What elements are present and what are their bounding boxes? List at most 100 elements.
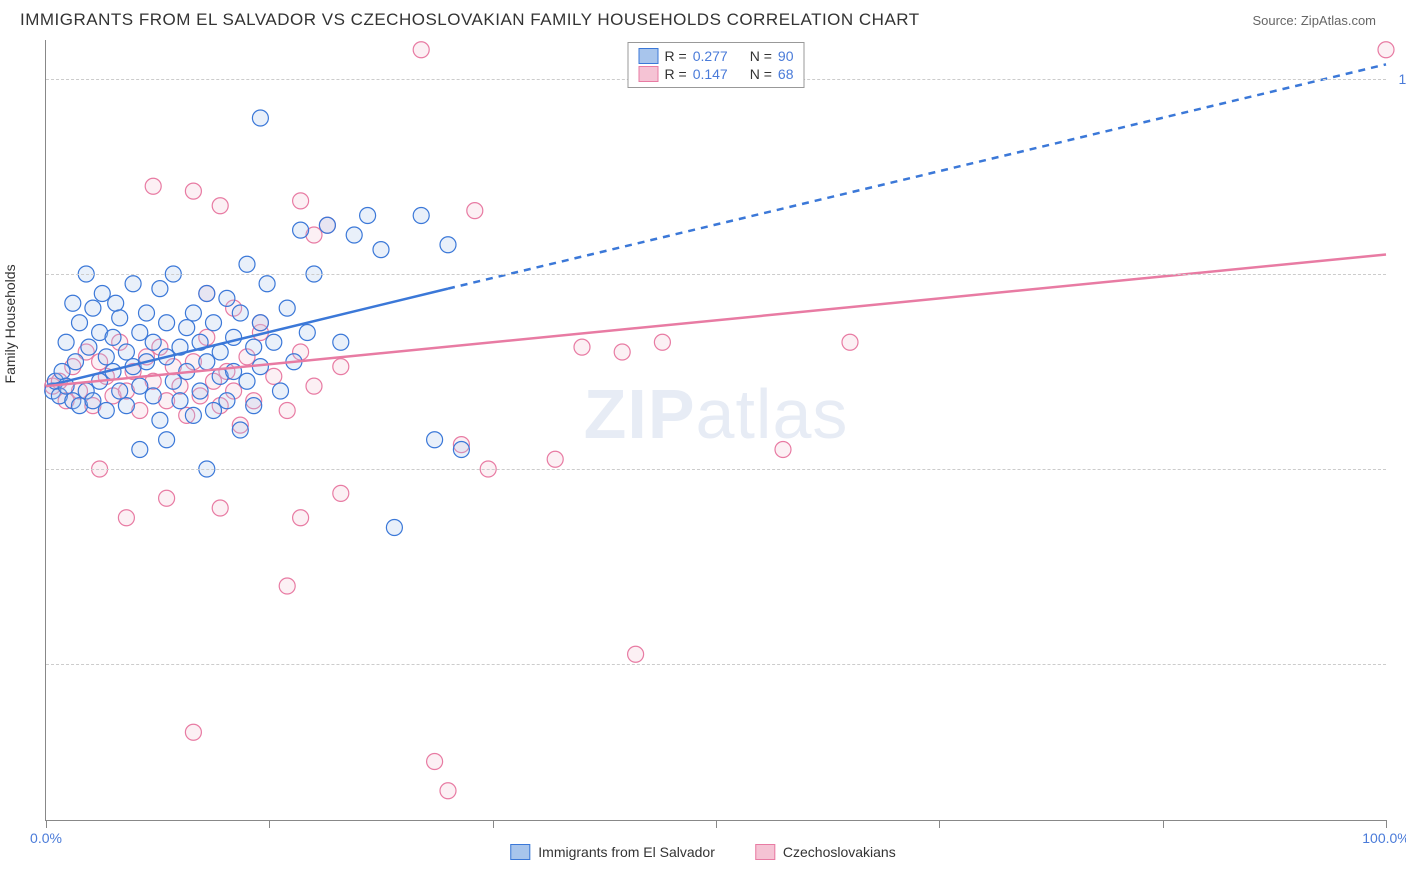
scatter-point — [139, 305, 155, 321]
legend-label: Immigrants from El Salvador — [538, 844, 715, 860]
scatter-point — [165, 373, 181, 389]
scatter-point — [413, 42, 429, 58]
scatter-point — [246, 339, 262, 355]
scatter-point — [108, 295, 124, 311]
scatter-point — [427, 432, 443, 448]
scatter-point — [159, 490, 175, 506]
scatter-point — [118, 398, 134, 414]
scatter-point — [132, 325, 148, 341]
scatter-point — [206, 403, 222, 419]
scatter-point — [206, 315, 222, 331]
scatter-point — [232, 305, 248, 321]
xtick — [716, 820, 717, 828]
xtick — [46, 820, 47, 828]
scatter-point — [199, 286, 215, 302]
scatter-point — [152, 281, 168, 297]
scatter-point — [81, 339, 97, 355]
scatter-point — [346, 227, 362, 243]
y-axis-label: Family Households — [2, 264, 18, 383]
scatter-point — [574, 339, 590, 355]
scatter-point — [172, 393, 188, 409]
scatter-point — [614, 344, 630, 360]
scatter-point — [440, 237, 456, 253]
legend-bottom-item-2: Czechoslovakians — [755, 844, 896, 860]
scatter-point — [58, 334, 74, 350]
gridline — [46, 664, 1386, 665]
scatter-point — [333, 334, 349, 350]
scatter-point — [212, 500, 228, 516]
scatter-point — [333, 359, 349, 375]
scatter-point — [98, 403, 114, 419]
legend-bottom-item-1: Immigrants from El Salvador — [510, 844, 715, 860]
legend-swatch-blue — [639, 48, 659, 64]
scatter-point — [266, 334, 282, 350]
scatter-point — [239, 373, 255, 389]
scatter-point — [440, 783, 456, 799]
chart-container: Family Households ZIPatlas R = 0.277 N =… — [0, 35, 1406, 865]
legend-top: R = 0.277 N = 90 R = 0.147 N = 68 — [628, 42, 805, 88]
scatter-point — [159, 432, 175, 448]
scatter-point — [333, 485, 349, 501]
scatter-point — [775, 442, 791, 458]
scatter-point — [319, 217, 335, 233]
n-value: 68 — [778, 66, 794, 82]
scatter-point — [145, 388, 161, 404]
scatter-point — [199, 354, 215, 370]
scatter-point — [219, 290, 235, 306]
scatter-point — [145, 334, 161, 350]
plot-svg — [46, 40, 1386, 820]
scatter-point — [427, 754, 443, 770]
scatter-point — [279, 300, 295, 316]
scatter-point — [145, 178, 161, 194]
scatter-point — [185, 183, 201, 199]
scatter-point — [67, 354, 83, 370]
scatter-point — [654, 334, 670, 350]
scatter-point — [72, 315, 88, 331]
legend-label: Czechoslovakians — [783, 844, 896, 860]
xtick — [939, 820, 940, 828]
scatter-point — [54, 364, 70, 380]
xtick — [269, 820, 270, 828]
legend-swatch-pink — [755, 844, 775, 860]
scatter-point — [112, 383, 128, 399]
legend-swatch-pink — [639, 66, 659, 82]
r-value: 0.277 — [693, 48, 728, 64]
n-value: 90 — [778, 48, 794, 64]
scatter-point — [65, 295, 81, 311]
xtick — [493, 820, 494, 828]
scatter-point — [85, 393, 101, 409]
ytick-label: 100.0% — [1399, 71, 1406, 87]
scatter-point — [232, 422, 248, 438]
header: IMMIGRANTS FROM EL SALVADOR VS CZECHOSLO… — [0, 0, 1406, 35]
legend-row-1: R = 0.277 N = 90 — [639, 47, 794, 65]
gridline — [46, 469, 1386, 470]
xtick — [1163, 820, 1164, 828]
source-label: Source: ZipAtlas.com — [1252, 13, 1376, 28]
gridline — [46, 274, 1386, 275]
scatter-point — [132, 378, 148, 394]
scatter-point — [266, 368, 282, 384]
scatter-point — [192, 383, 208, 399]
n-label: N = — [750, 48, 772, 64]
scatter-point — [273, 383, 289, 399]
scatter-point — [259, 276, 275, 292]
scatter-point — [547, 451, 563, 467]
scatter-point — [373, 242, 389, 258]
scatter-point — [179, 320, 195, 336]
chart-title: IMMIGRANTS FROM EL SALVADOR VS CZECHOSLO… — [20, 10, 920, 30]
scatter-point — [152, 412, 168, 428]
scatter-point — [185, 407, 201, 423]
n-label: N = — [750, 66, 772, 82]
xtick-label: 0.0% — [30, 830, 62, 846]
trend-line-dashed — [448, 64, 1386, 288]
scatter-point — [279, 403, 295, 419]
scatter-point — [306, 378, 322, 394]
scatter-point — [413, 208, 429, 224]
scatter-point — [842, 334, 858, 350]
scatter-point — [185, 724, 201, 740]
scatter-point — [453, 442, 469, 458]
scatter-point — [132, 442, 148, 458]
scatter-point — [467, 203, 483, 219]
scatter-point — [118, 344, 134, 360]
r-label: R = — [665, 66, 687, 82]
